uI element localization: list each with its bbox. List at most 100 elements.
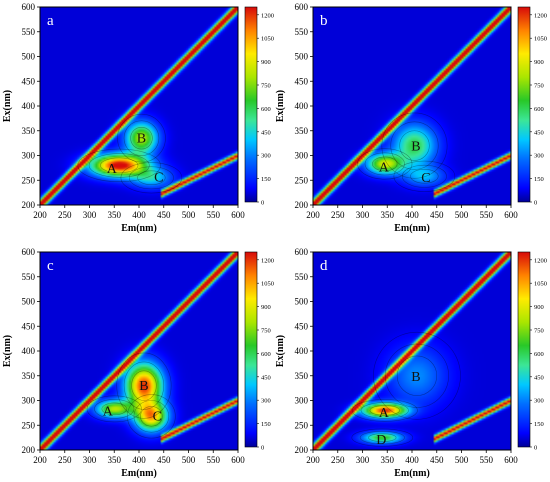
contour-line-B-0 — [131, 370, 157, 401]
contour-line-A-1 — [94, 399, 135, 419]
y-tick-label: 450 — [295, 321, 309, 331]
x-tick-label: 200 — [306, 455, 320, 465]
x-tick-label: 400 — [405, 210, 419, 220]
y-tick-label: 200 — [22, 445, 36, 455]
contour-line-A-0 — [372, 156, 398, 172]
colorbar-tick-label: 900 — [261, 304, 271, 311]
colorbar-tick-label: 600 — [261, 351, 271, 358]
contour-line-A-0 — [369, 405, 400, 416]
heatmap-raster — [313, 252, 511, 450]
panel-d: 200 250 300 350 400 450 500 550 600 200 250 300 350 4… — [275, 247, 547, 479]
contour-line-B-2 — [116, 352, 172, 419]
contour-line-A-1 — [360, 402, 409, 419]
x-tick-label: 500 — [455, 455, 469, 465]
colorbar-tick-label: 600 — [534, 351, 544, 358]
y-tick-label: 250 — [22, 175, 36, 185]
y-tick-label: 400 — [295, 101, 309, 111]
x-tick-label: 350 — [381, 210, 395, 220]
colorbar-tick-label: 1200 — [534, 12, 547, 19]
contour-line-B-2 — [117, 113, 166, 163]
peak-label-A: A — [103, 404, 114, 419]
peak-label-B: B — [137, 132, 146, 147]
panel-label: c — [47, 258, 54, 274]
colorbar-tick-label: 450 — [261, 129, 271, 136]
colorbar-tick-label: 0 — [261, 200, 264, 207]
x-axis-label: Em(nm) — [121, 223, 157, 234]
y-tick-label: 200 — [295, 200, 309, 210]
x-tick-label: 600 — [504, 210, 518, 220]
contour-line-C-1 — [133, 400, 170, 433]
x-axis-label: Em(nm) — [394, 468, 430, 479]
panel-c: 200 250 300 350 400 450 500 550 600 200 250 300 350 4… — [2, 247, 274, 479]
x-tick-label: 450 — [430, 455, 444, 465]
y-tick-label: 350 — [22, 126, 36, 136]
contour-line-C-0 — [137, 170, 166, 186]
x-tick-label: 400 — [405, 455, 419, 465]
colorbar-tick-label: 150 — [261, 176, 271, 183]
panel-b: 200 250 300 350 400 450 500 550 600 200 250 300 350 4… — [275, 2, 547, 234]
x-tick-label: 200 — [306, 210, 320, 220]
contour-line-C-0 — [410, 169, 439, 184]
y-tick-label: 250 — [295, 175, 309, 185]
contour-line-A-2 — [77, 148, 161, 183]
contour-line-B-1 — [390, 121, 439, 170]
colorbar — [517, 6, 531, 203]
contour-line-A-2 — [86, 395, 142, 423]
contour-line-A-2 — [357, 148, 413, 180]
y-tick-label: 250 — [295, 420, 309, 430]
panel-label: a — [47, 13, 54, 29]
peak-label-C: C — [154, 170, 163, 185]
contour-line-D-2 — [351, 428, 414, 447]
x-tick-label: 550 — [207, 210, 221, 220]
heatmap-raster — [40, 7, 238, 205]
peak-label-C: C — [153, 409, 162, 424]
colorbar-tick-label: 0 — [534, 200, 537, 207]
y-tick-label: 350 — [22, 371, 36, 381]
contour-line-A-1 — [364, 152, 405, 176]
contour-line-D-1 — [359, 430, 405, 445]
y-axis-label: Ex(nm) — [2, 335, 13, 367]
colorbar — [244, 251, 258, 448]
colorbar-tick-label: 750 — [261, 83, 271, 90]
panel-label: d — [320, 258, 328, 274]
y-tick-label: 200 — [22, 200, 36, 210]
colorbar-tick-label: 750 — [534, 328, 544, 335]
peak-label-D: D — [376, 433, 386, 448]
contour-line-A-2 — [351, 399, 418, 422]
y-tick-label: 400 — [22, 101, 36, 111]
peak-label-B: B — [411, 140, 420, 155]
contour-line-A-0 — [100, 157, 139, 174]
y-axis-label: Ex(nm) — [275, 90, 286, 122]
y-tick-label: 450 — [22, 321, 36, 331]
y-tick-label: 600 — [22, 247, 36, 257]
contour-line-C-2 — [393, 160, 456, 192]
y-tick-label: 300 — [22, 396, 36, 406]
y-axis-label: Ex(nm) — [2, 90, 13, 122]
peak-label-A: A — [107, 162, 118, 177]
contour-line-C-1 — [401, 164, 447, 188]
colorbar-tick-label: 300 — [261, 398, 271, 405]
x-tick-label: 600 — [231, 210, 245, 220]
x-tick-label: 550 — [480, 455, 494, 465]
colorbar-tick-label: 1200 — [534, 257, 547, 264]
colorbar-tick-label: 1200 — [261, 257, 274, 264]
y-tick-label: 550 — [22, 27, 36, 37]
panel-label: b — [320, 13, 328, 29]
x-axis-label: Em(nm) — [394, 223, 430, 234]
colorbar — [517, 251, 531, 448]
y-tick-label: 400 — [22, 346, 36, 356]
x-tick-label: 400 — [132, 210, 146, 220]
colorbar-tick-label: 0 — [261, 445, 264, 452]
x-tick-label: 450 — [157, 455, 171, 465]
contour-line-B-1 — [123, 361, 165, 410]
contour-line-C-0 — [140, 406, 163, 427]
x-tick-label: 250 — [58, 210, 72, 220]
colorbar-tick-label: 300 — [534, 153, 544, 160]
peak-label-C: C — [421, 171, 430, 186]
heatmap-raster — [313, 7, 511, 205]
y-tick-label: 200 — [295, 445, 309, 455]
x-tick-label: 200 — [33, 455, 47, 465]
x-tick-label: 300 — [83, 455, 97, 465]
y-axis-label: Ex(nm) — [275, 335, 286, 367]
